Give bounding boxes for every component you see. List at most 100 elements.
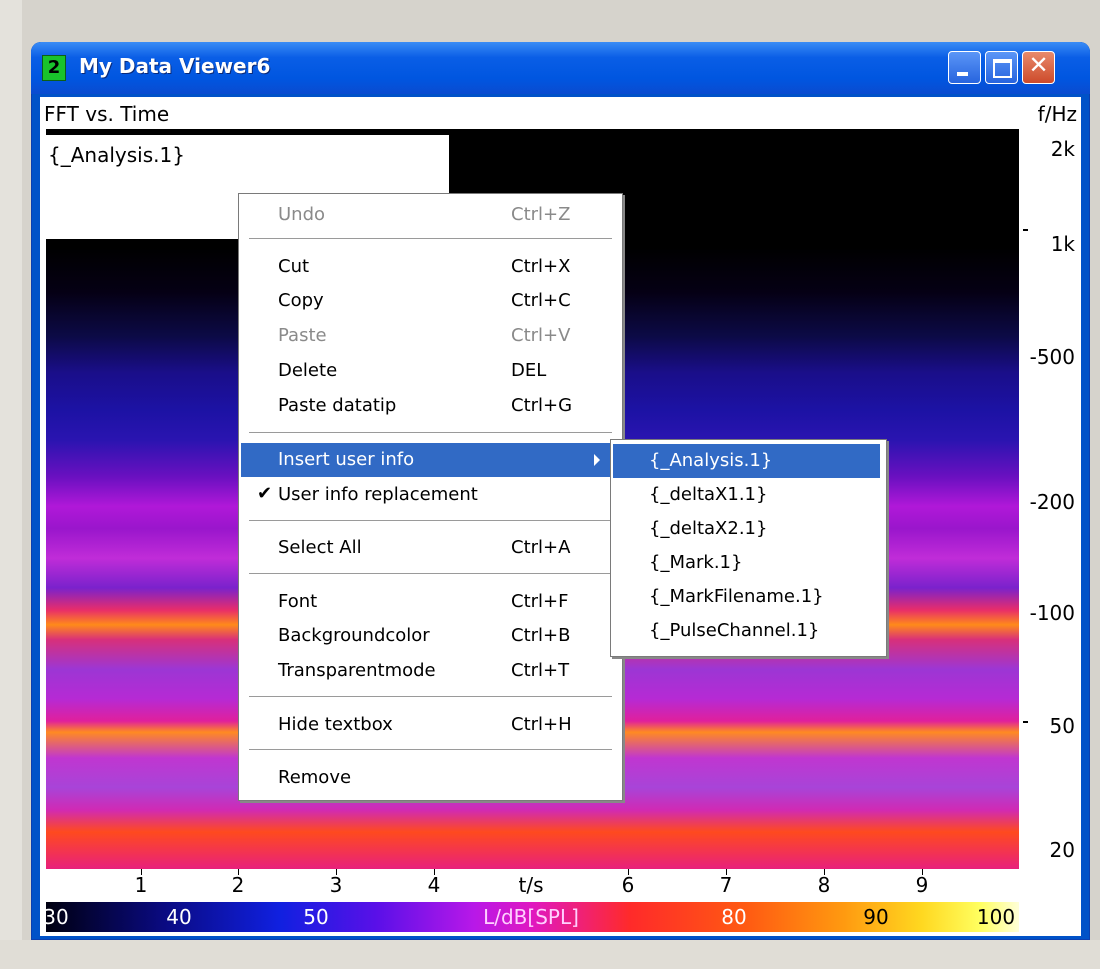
freq-tick-mark — [1023, 721, 1028, 723]
time-tick-mark — [726, 869, 727, 875]
title-bar[interactable]: 2 My Data Viewer6 ✕ — [31, 42, 1090, 94]
menu-item-insert-user-info[interactable]: Insert user info — [241, 443, 610, 477]
freq-tick: 2k — [1050, 137, 1075, 161]
time-tick: 8 — [817, 873, 831, 897]
submenu-item-mark[interactable]: {_Mark.1} — [613, 546, 880, 580]
time-tick-mark — [238, 869, 239, 875]
menu-item-shortcut: Ctrl+A — [511, 537, 571, 558]
menu-item-paste[interactable]: Paste Ctrl+V — [241, 319, 620, 353]
menu-item-label: User info replacement — [278, 484, 478, 505]
menu-item-shortcut: Ctrl+F — [511, 591, 569, 612]
menu-item-shortcut: Ctrl+B — [511, 625, 571, 646]
freq-tick: -200 — [1029, 490, 1075, 514]
menu-item-label: Font — [278, 591, 318, 612]
menu-item-label: Hide textbox — [278, 714, 393, 735]
menu-item-hide-textbox[interactable]: Hide textbox Ctrl+H — [241, 708, 620, 742]
time-axis: 1 2 3 4 t/s 6 7 8 9 — [46, 869, 1019, 902]
colorbar-label: 30 — [43, 905, 69, 929]
freq-tick: -500 — [1029, 345, 1075, 369]
context-menu: Undo Ctrl+Z Cut Ctrl+X Copy Ctrl+C Paste… — [238, 193, 623, 801]
menu-item-shortcut: Ctrl+Z — [511, 204, 571, 225]
textbox-text: {_Analysis.1} — [48, 143, 185, 167]
submenu-item-label: {_Analysis.1} — [649, 450, 773, 471]
menu-item-shortcut: DEL — [511, 360, 547, 381]
minimize-button[interactable] — [948, 51, 981, 84]
time-tick: 3 — [329, 873, 343, 897]
close-icon: ✕ — [1028, 51, 1049, 79]
time-tick: 9 — [915, 873, 929, 897]
menu-separator — [249, 749, 612, 751]
menu-item-font[interactable]: Font Ctrl+F — [241, 585, 620, 619]
colorbar-label: 40 — [166, 905, 192, 929]
colorbar-label: 80 — [721, 905, 747, 929]
colorbar-label: 50 — [303, 905, 329, 929]
time-tick-mark — [824, 869, 825, 875]
time-tick: 4 — [427, 873, 441, 897]
menu-item-remove[interactable]: Remove — [241, 761, 620, 795]
menu-item-label: Insert user info — [278, 449, 415, 470]
colorbar-label: 90 — [863, 905, 889, 929]
color-scale-bar: 30 40 50 L/dB[SPL] 80 90 100 — [43, 902, 1019, 932]
submenu-arrow-icon — [594, 454, 600, 466]
menu-item-shortcut: Ctrl+C — [511, 290, 571, 311]
freq-tick-mark — [1023, 229, 1028, 231]
desktop-stripe — [0, 940, 1100, 969]
time-tick: 7 — [719, 873, 733, 897]
submenu-item-deltax2[interactable]: {_deltaX2.1} — [613, 512, 880, 546]
app-icon: 2 — [42, 55, 66, 81]
menu-item-select-all[interactable]: Select All Ctrl+A — [241, 531, 620, 565]
menu-item-delete[interactable]: Delete DEL — [241, 354, 620, 388]
freq-tick: 50 — [1049, 714, 1075, 738]
time-tick-mark — [628, 869, 629, 875]
time-tick-mark — [434, 869, 435, 875]
menu-item-label: Paste — [278, 325, 327, 346]
menu-separator — [249, 238, 612, 240]
menu-separator — [249, 696, 612, 698]
desktop-stripe — [0, 0, 22, 969]
time-tick: 6 — [621, 873, 635, 897]
menu-item-label: Undo — [278, 204, 326, 225]
submenu-item-markfilename[interactable]: {_MarkFilename.1} — [613, 580, 880, 614]
submenu-item-label: {_MarkFilename.1} — [649, 586, 824, 607]
menu-item-user-info-replacement[interactable]: ✔ User info replacement — [241, 478, 620, 512]
time-tick: 1 — [134, 873, 148, 897]
menu-separator — [249, 432, 612, 434]
submenu-item-analysis[interactable]: {_Analysis.1} — [613, 444, 880, 478]
menu-item-label: Transparentmode — [278, 660, 436, 681]
menu-item-undo[interactable]: Undo Ctrl+Z — [241, 198, 620, 232]
menu-item-backgroundcolor[interactable]: Backgroundcolor Ctrl+B — [241, 619, 620, 653]
submenu-item-deltax1[interactable]: {_deltaX1.1} — [613, 478, 880, 512]
insert-user-info-submenu: {_Analysis.1} {_deltaX1.1} {_deltaX2.1} … — [610, 439, 887, 657]
menu-item-label: Cut — [278, 256, 310, 277]
menu-item-label: Paste datatip — [278, 395, 397, 416]
freq-axis-unit: f/Hz — [1037, 102, 1077, 126]
menu-item-transparentmode[interactable]: Transparentmode Ctrl+T — [241, 654, 620, 688]
menu-item-label: Copy — [278, 290, 324, 311]
time-axis-label: t/s — [518, 873, 544, 897]
submenu-item-pulsechannel[interactable]: {_PulseChannel.1} — [613, 614, 880, 648]
time-tick-mark — [336, 869, 337, 875]
menu-item-label: Select All — [278, 537, 362, 558]
menu-item-shortcut: Ctrl+X — [511, 256, 571, 277]
time-tick-mark — [922, 869, 923, 875]
window-title: My Data Viewer6 — [79, 54, 271, 78]
submenu-item-label: {_deltaX1.1} — [649, 484, 768, 505]
submenu-item-label: {_deltaX2.1} — [649, 518, 768, 539]
menu-item-shortcut: Ctrl+T — [511, 660, 570, 681]
menu-item-copy[interactable]: Copy Ctrl+C — [241, 284, 620, 318]
menu-item-label: Remove — [278, 767, 352, 788]
menu-item-label: Delete — [278, 360, 338, 381]
plot-title: FFT vs. Time — [44, 102, 170, 126]
colorbar-label: 100 — [976, 905, 1016, 929]
menu-item-paste-datatip[interactable]: Paste datatip Ctrl+G — [241, 389, 620, 423]
menu-item-cut[interactable]: Cut Ctrl+X — [241, 250, 620, 284]
close-button[interactable]: ✕ — [1022, 51, 1055, 84]
menu-separator — [249, 520, 612, 522]
menu-separator — [249, 573, 612, 575]
menu-item-shortcut: Ctrl+V — [511, 325, 571, 346]
menu-item-shortcut: Ctrl+H — [511, 714, 572, 735]
maximize-button[interactable] — [985, 51, 1018, 84]
checkmark-icon: ✔ — [257, 483, 273, 504]
time-tick-mark — [141, 869, 142, 875]
submenu-item-label: {_PulseChannel.1} — [649, 620, 820, 641]
